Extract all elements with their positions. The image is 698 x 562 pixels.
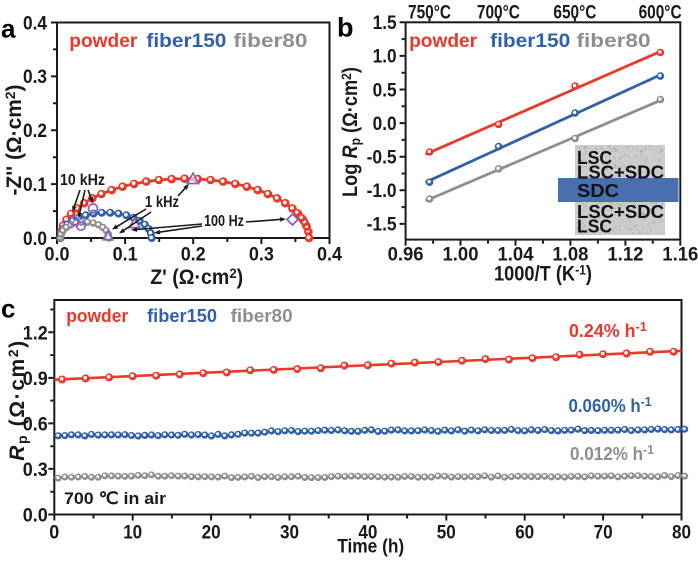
svg-text:100 Hz: 100 Hz xyxy=(204,213,244,230)
svg-text:LSC: LSC xyxy=(577,148,612,168)
svg-text:1 kHz: 1 kHz xyxy=(145,194,179,211)
svg-text:0.6: 0.6 xyxy=(23,414,48,435)
svg-text:700°C: 700°C xyxy=(477,3,520,24)
svg-text:fiber150: fiber150 xyxy=(147,306,217,326)
svg-text:40: 40 xyxy=(358,523,377,544)
svg-text:0.2: 0.2 xyxy=(181,244,206,265)
svg-text:10: 10 xyxy=(123,523,142,544)
svg-text:-0.5: -0.5 xyxy=(367,148,397,169)
svg-text:-1.5: -1.5 xyxy=(367,215,397,236)
svg-text:0.012% h-1: 0.012% h-1 xyxy=(570,442,654,464)
svg-text:1.2: 1.2 xyxy=(23,323,48,344)
svg-text:1.12: 1.12 xyxy=(607,245,643,266)
svg-text:0.3: 0.3 xyxy=(249,244,274,265)
svg-text:b: b xyxy=(337,13,354,43)
svg-text:fiber150: fiber150 xyxy=(146,31,226,52)
svg-text:0.0: 0.0 xyxy=(23,506,48,527)
svg-text:0.1: 0.1 xyxy=(113,244,138,265)
svg-text:fiber150: fiber150 xyxy=(490,31,570,52)
svg-text:0.4: 0.4 xyxy=(317,244,342,265)
svg-text:SDC: SDC xyxy=(577,181,619,201)
svg-text:a: a xyxy=(1,14,16,44)
svg-text:LSC+SDC: LSC+SDC xyxy=(577,202,664,222)
svg-text:fiber80: fiber80 xyxy=(577,31,651,52)
svg-text:0.5: 0.5 xyxy=(373,80,397,101)
svg-text:0.3: 0.3 xyxy=(23,67,47,88)
svg-text:powder: powder xyxy=(409,31,478,52)
svg-text:-Z'' (Ω·cm2): -Z'' (Ω·cm2) xyxy=(2,85,26,196)
svg-text:0.0: 0.0 xyxy=(23,229,47,250)
svg-text:Log Rp (Ω·cm2): Log Rp (Ω·cm2) xyxy=(338,67,363,197)
svg-text:-1.0: -1.0 xyxy=(367,181,397,202)
svg-text:c: c xyxy=(1,294,15,324)
svg-text:1.16: 1.16 xyxy=(662,245,698,266)
svg-text:0.3: 0.3 xyxy=(23,460,48,481)
svg-text:0.0: 0.0 xyxy=(45,244,70,265)
svg-text:0.060% h-1: 0.060% h-1 xyxy=(569,394,652,416)
svg-text:30: 30 xyxy=(280,523,299,544)
svg-text:10 kHz: 10 kHz xyxy=(60,172,105,189)
svg-text:20: 20 xyxy=(202,523,221,544)
svg-text:0.9: 0.9 xyxy=(23,369,48,390)
svg-text:1.5: 1.5 xyxy=(373,13,397,34)
svg-text:powder: powder xyxy=(66,306,128,326)
svg-text:650°C: 650°C xyxy=(553,3,596,24)
svg-text:50: 50 xyxy=(437,523,456,544)
svg-text:0.1: 0.1 xyxy=(23,175,47,196)
svg-text:80: 80 xyxy=(672,523,691,544)
svg-text:fiber80: fiber80 xyxy=(231,306,293,326)
svg-text:1.04: 1.04 xyxy=(498,245,534,266)
svg-text:1.0: 1.0 xyxy=(373,47,397,68)
svg-text:700 ℃ in air: 700 ℃ in air xyxy=(64,489,166,508)
svg-text:60: 60 xyxy=(515,523,534,544)
svg-text:0: 0 xyxy=(49,523,59,544)
svg-text:LSC: LSC xyxy=(577,217,612,237)
svg-text:Rp (Ω·cm2): Rp (Ω·cm2) xyxy=(5,339,30,461)
svg-text:LSC+SDC: LSC+SDC xyxy=(577,163,664,183)
svg-text:70: 70 xyxy=(594,523,613,544)
svg-text:750°C: 750°C xyxy=(408,3,451,24)
svg-text:0.24% h-1: 0.24% h-1 xyxy=(569,319,647,341)
svg-text:1.08: 1.08 xyxy=(552,245,588,266)
svg-text:Z' (Ω·cm2): Z' (Ω·cm2) xyxy=(150,265,243,289)
svg-text:Time (h): Time (h) xyxy=(337,537,404,558)
svg-text:0.4: 0.4 xyxy=(23,13,47,34)
svg-text:1.00: 1.00 xyxy=(443,245,479,266)
svg-text:0.0: 0.0 xyxy=(373,114,397,135)
svg-text:0.2: 0.2 xyxy=(23,121,47,142)
svg-text:600°C: 600°C xyxy=(639,3,682,24)
svg-text:0.96: 0.96 xyxy=(388,245,424,266)
svg-text:fiber80: fiber80 xyxy=(233,31,307,52)
svg-text:powder: powder xyxy=(69,31,138,52)
